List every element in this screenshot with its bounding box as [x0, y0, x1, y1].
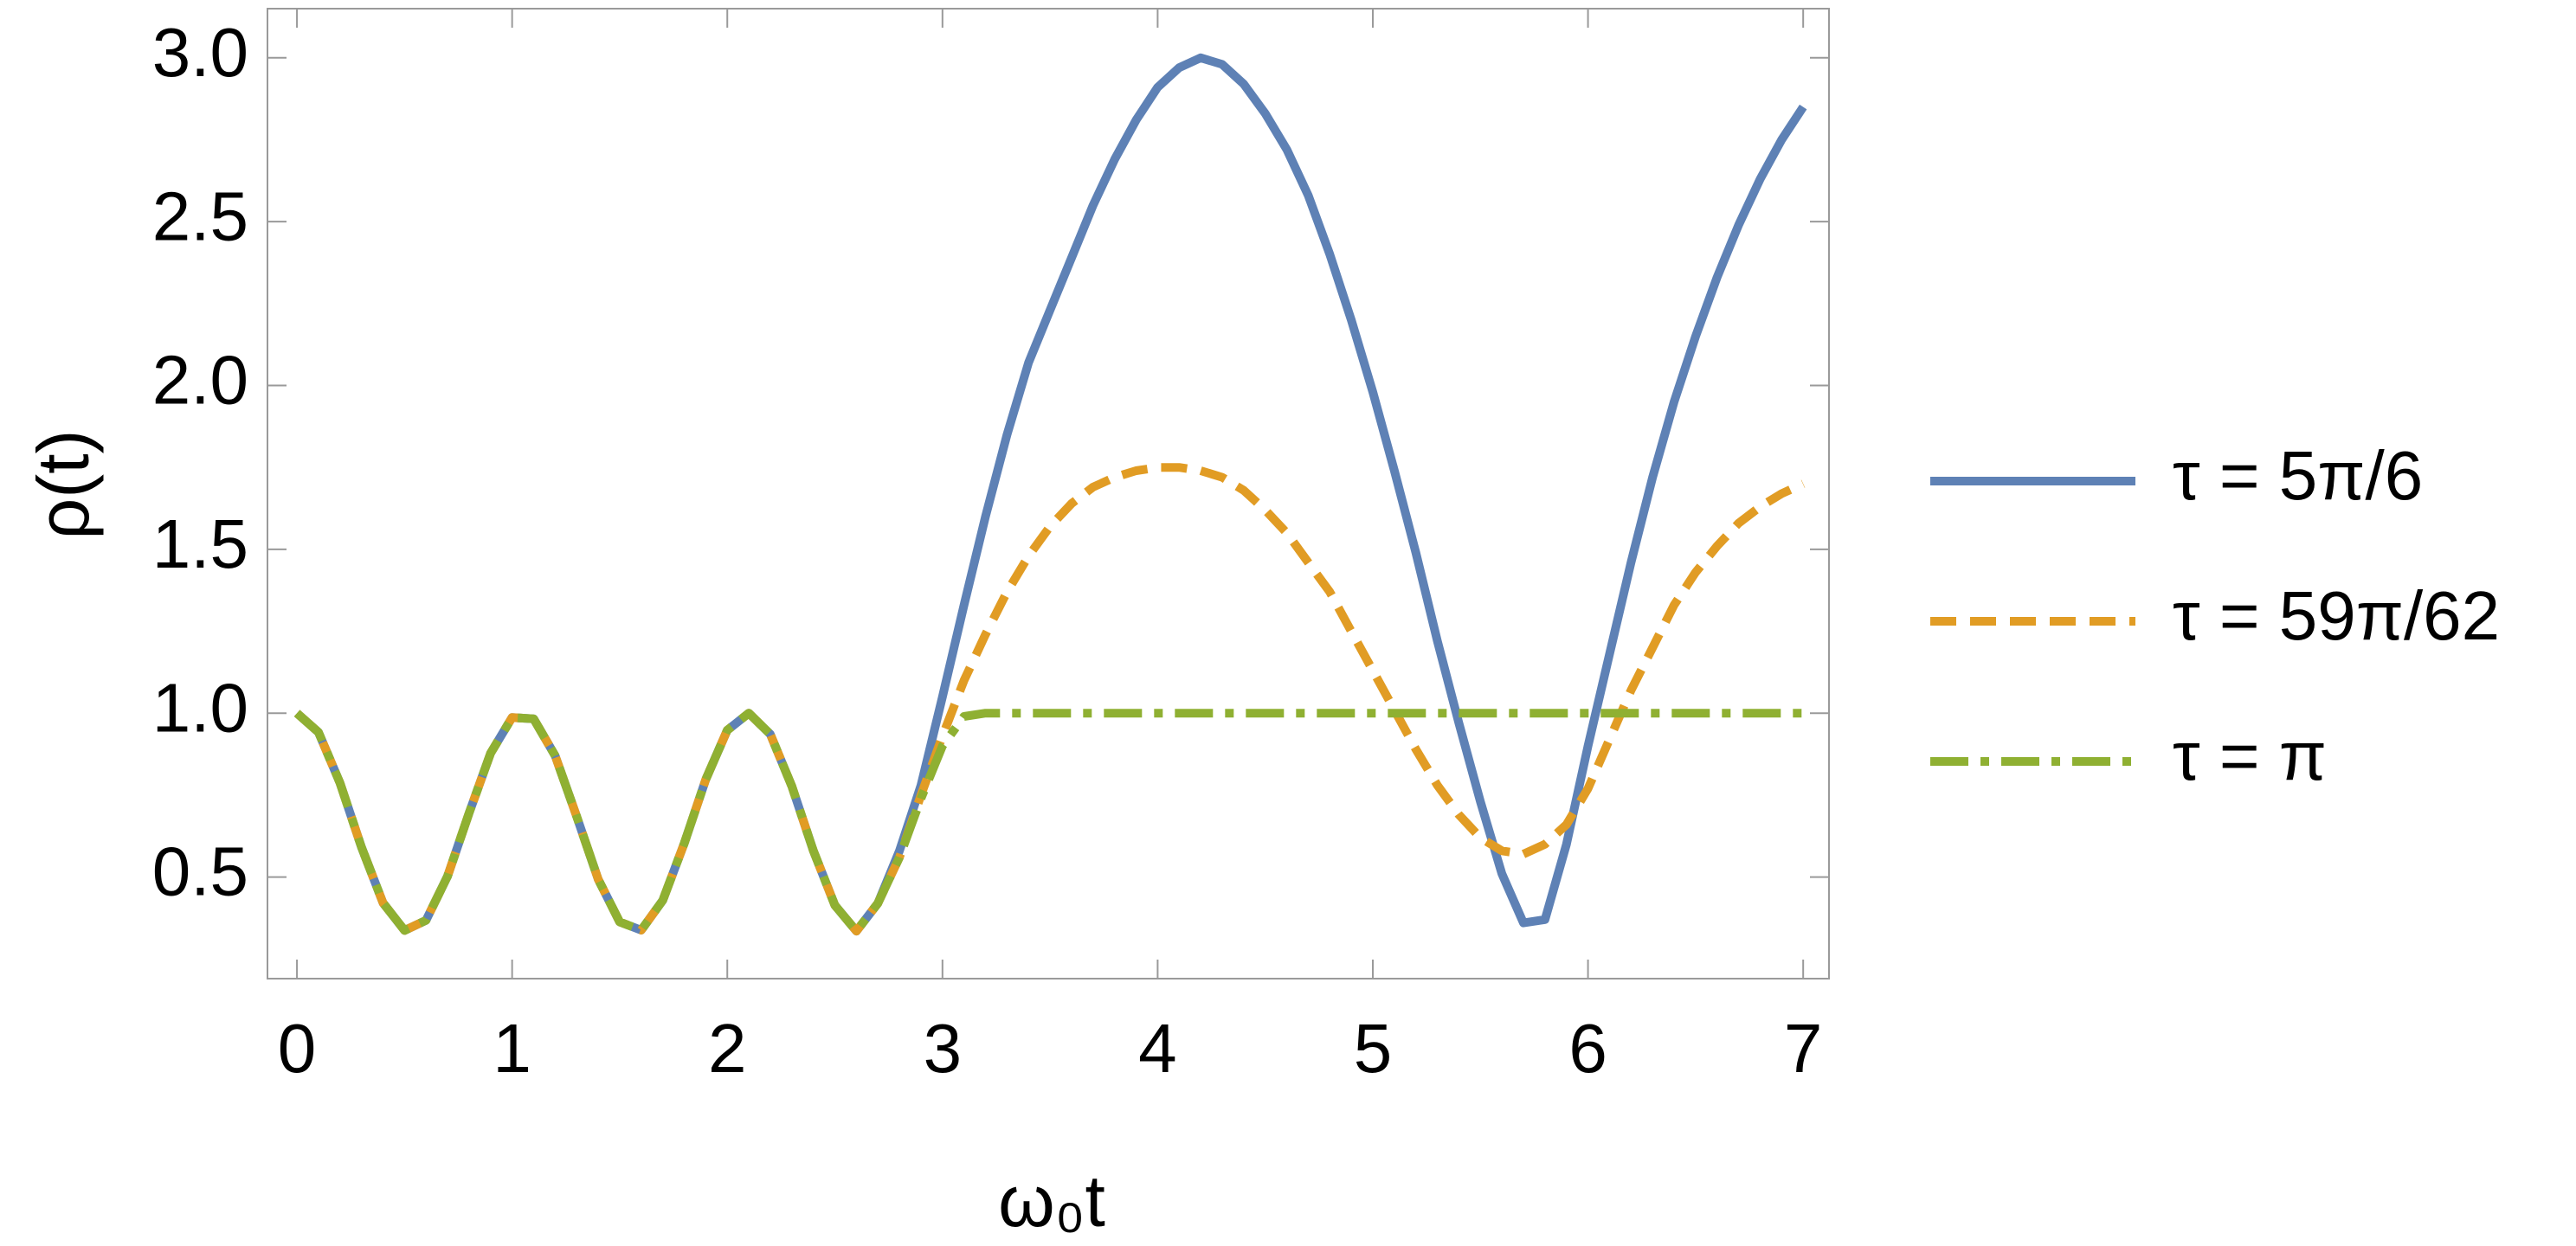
y-tick-label: 2.5: [152, 177, 248, 254]
x-tick-label: 5: [1354, 1010, 1393, 1087]
x-tick-label: 1: [493, 1010, 531, 1087]
x-tick-label: 4: [1138, 1010, 1177, 1087]
legend-label: τ = π: [2173, 717, 2327, 794]
x-tick-label: 0: [278, 1010, 317, 1087]
x-axis-label: ω₀t: [998, 1160, 1105, 1242]
y-tick-label: 1.0: [152, 669, 248, 746]
x-tick-label: 3: [924, 1010, 963, 1087]
series-line: [293, 463, 1806, 936]
y-tick-label: 1.5: [152, 505, 248, 582]
plot-frame: [267, 8, 1830, 979]
x-tick-label: 2: [708, 1010, 747, 1087]
y-axis-label: ρ(t): [23, 429, 104, 539]
x-tick-label: 7: [1784, 1010, 1823, 1087]
y-tick-label: 2.0: [152, 342, 248, 419]
x-tick-label: 6: [1568, 1010, 1607, 1087]
series-line: [293, 53, 1807, 936]
y-tick-label: 3.0: [152, 14, 248, 91]
y-tick-label: 0.5: [152, 833, 248, 910]
series-line: [293, 709, 1804, 936]
legend-label: τ = 59π/62: [2173, 577, 2500, 654]
legend-label: τ = 5π/6: [2173, 437, 2423, 514]
